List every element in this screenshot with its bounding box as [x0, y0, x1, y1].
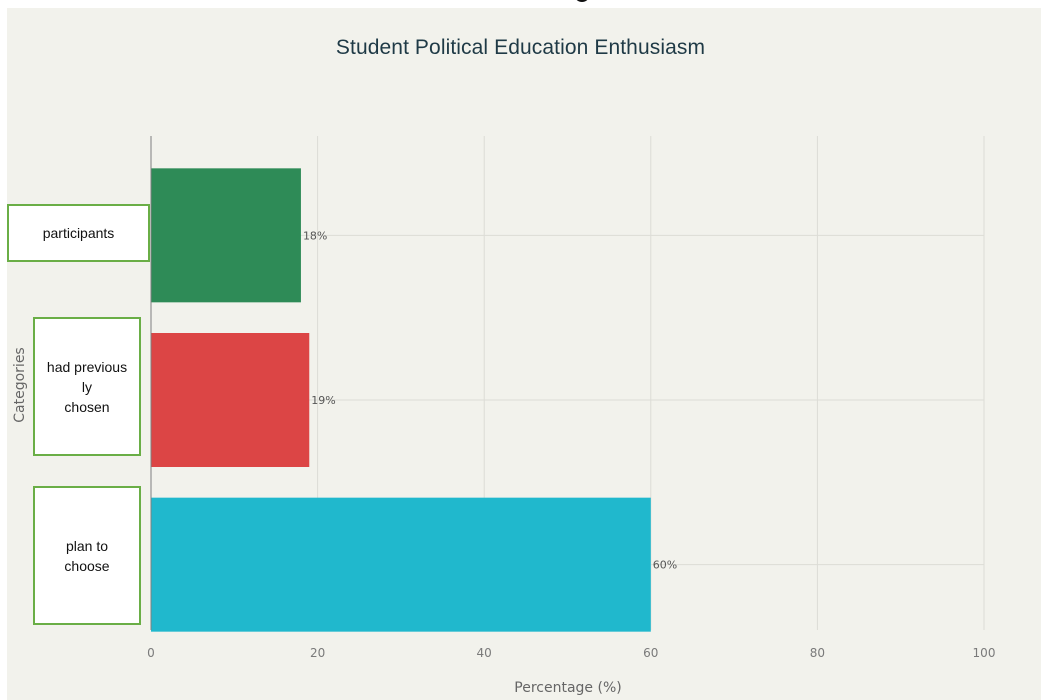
bar — [151, 168, 301, 303]
data-label: 19% — [311, 394, 335, 407]
category-label-had-previously-chosen: had previous ly chosen — [33, 317, 141, 456]
data-labels: 18% 19% 60% — [303, 229, 677, 571]
x-tick-label: 80 — [810, 646, 825, 660]
x-tick-label: 20 — [310, 646, 325, 660]
x-tick-label: 60 — [643, 646, 658, 660]
y-axis-title: Categories — [12, 347, 28, 422]
bar — [151, 497, 651, 632]
x-tick-label: 40 — [477, 646, 492, 660]
bar — [151, 333, 310, 467]
bars — [151, 168, 651, 632]
x-axis-title: Percentage (%) — [514, 680, 621, 696]
cropped-top-fragment — [552, 0, 612, 8]
data-label: 60% — [653, 559, 677, 572]
category-label-plan-to-choose: plan to choose — [33, 486, 141, 625]
data-label: 18% — [303, 229, 327, 242]
x-tick-labels: 0 20 40 60 80 100 — [147, 646, 995, 660]
x-tick-label: 100 — [973, 646, 996, 660]
chart-title: Student Political Education Enthusiasm — [335, 36, 706, 59]
category-label-participants: participants — [7, 204, 150, 262]
x-tick-label: 0 — [147, 646, 155, 660]
